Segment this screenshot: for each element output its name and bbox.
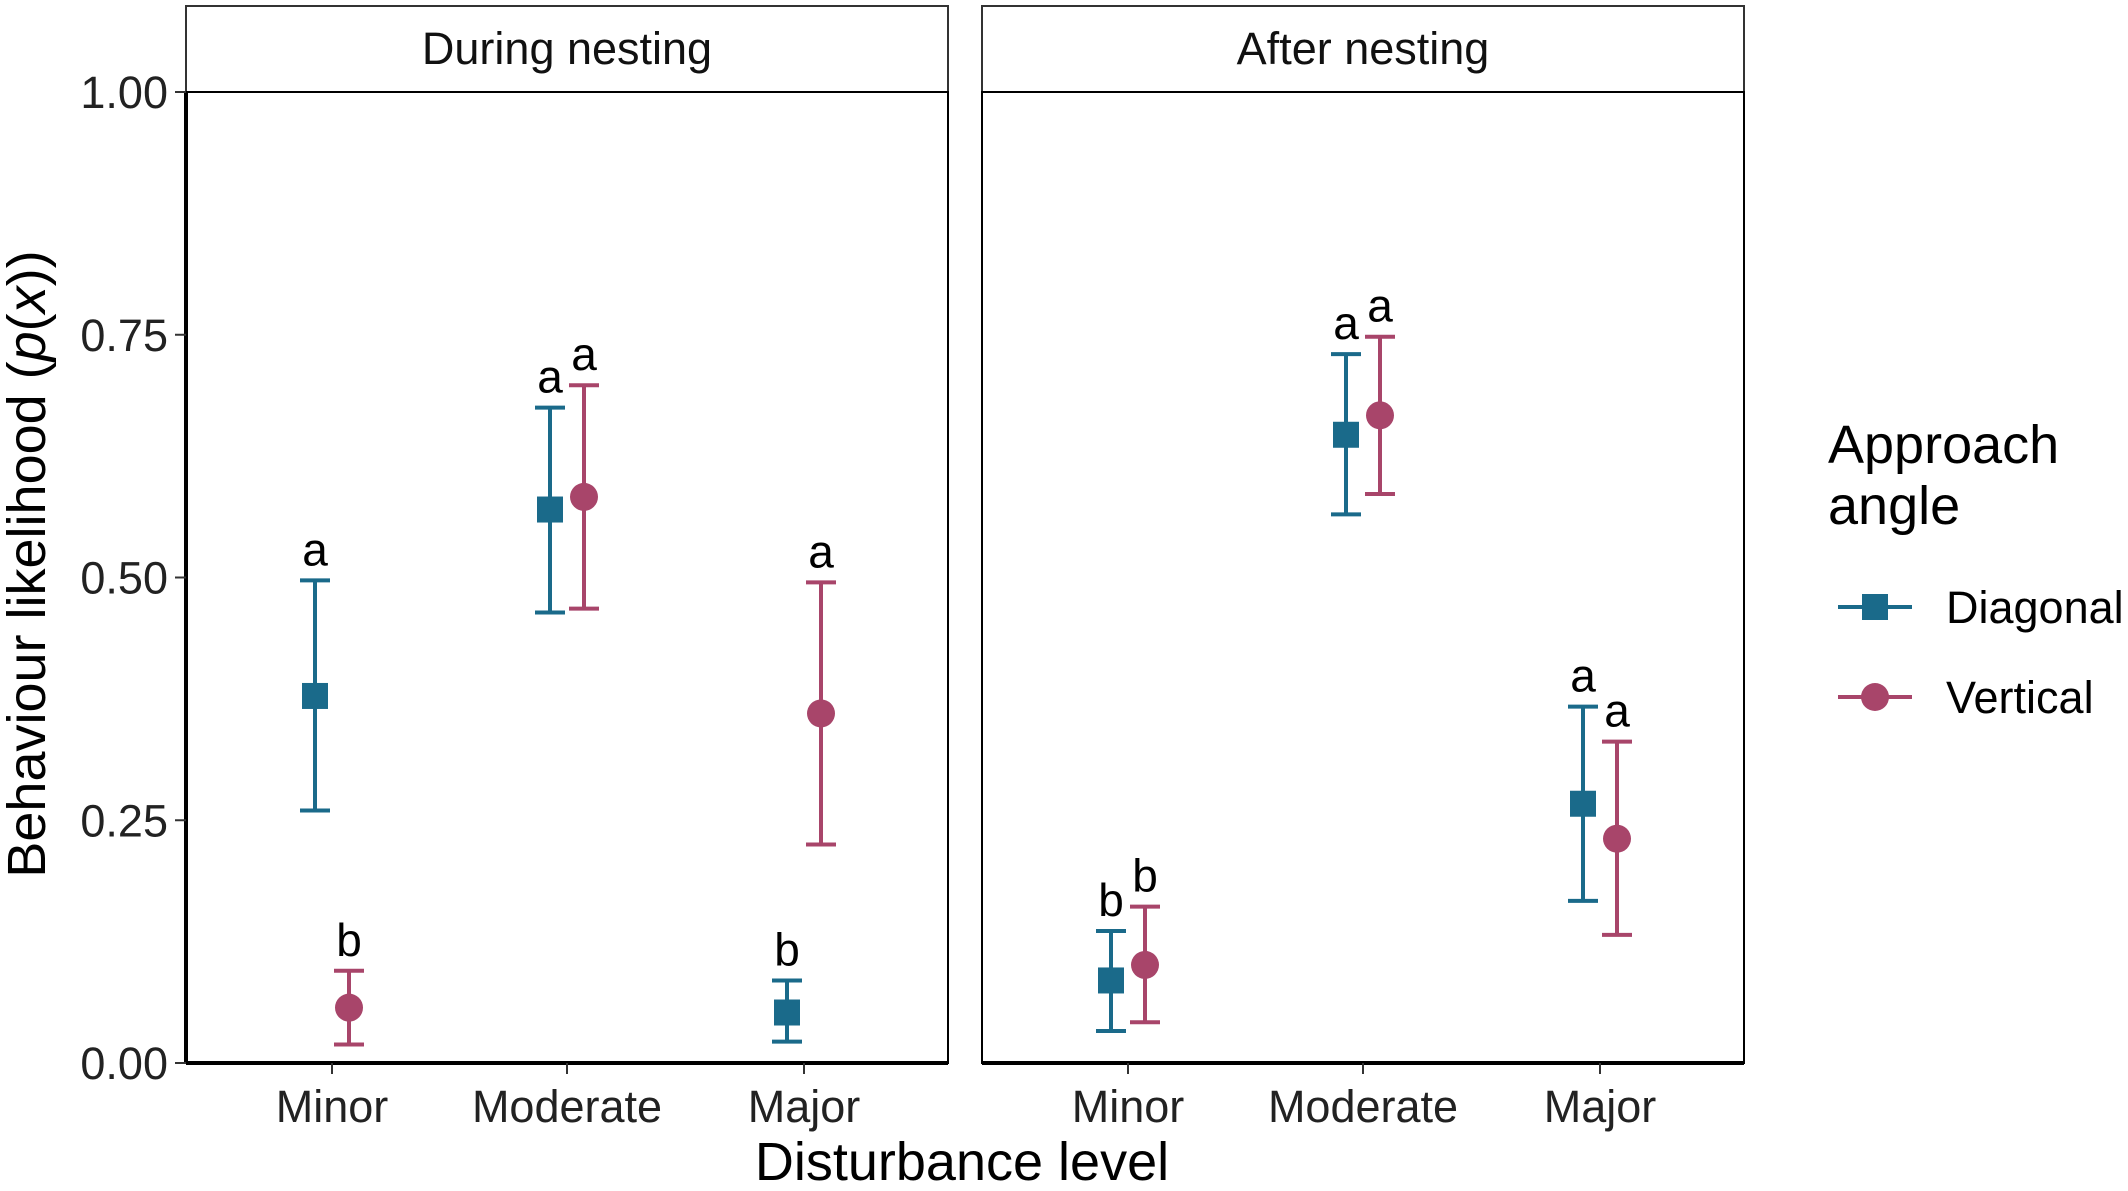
y-axis-title-prefix: Behaviour likelihood ( — [0, 361, 57, 877]
data-point-square — [1098, 967, 1124, 994]
facet-strip-label: During nesting — [422, 23, 712, 74]
y-axis-title-close: )) — [0, 250, 57, 286]
legend-label: Vertical — [1946, 672, 2094, 723]
significance-letter: a — [1333, 297, 1359, 349]
x-tick-label: Major — [748, 1081, 861, 1132]
significance-letter: b — [1098, 874, 1124, 926]
x-tick-label: Major — [1544, 1081, 1657, 1132]
significance-letter: a — [537, 351, 563, 403]
data-point-square — [1570, 790, 1596, 817]
legend-title-line2: angle — [1828, 476, 1960, 536]
series-diagonal: a a b — [300, 351, 802, 1044]
y-tick-label: 1.00 — [80, 67, 168, 118]
significance-letter: a — [1604, 685, 1630, 737]
x-tick-label: Moderate — [472, 1081, 662, 1132]
series-diagonal: b a a — [1096, 297, 1598, 1033]
x-tick-label: Moderate — [1268, 1081, 1458, 1132]
x-axis-title: Disturbance level — [755, 1132, 1169, 1191]
legend-entries: Diagonal Vertical — [1838, 582, 2124, 723]
data-point-circle — [1131, 950, 1159, 979]
panel-border — [981, 91, 1745, 1064]
y-axis-title-x: x — [0, 284, 57, 316]
data-point-circle — [807, 699, 835, 728]
x-axes: Minor Moderate Major Minor Moderate Major — [276, 1063, 1657, 1132]
significance-letter: a — [808, 525, 834, 577]
legend-entry-vertical: Vertical — [1838, 672, 2094, 723]
legend-title-line1: Approach — [1828, 415, 2059, 475]
data-point-circle — [1603, 824, 1631, 853]
y-axis-title: Behaviour likelihood (p(x)) — [0, 250, 57, 877]
facet-strip — [185, 5, 949, 93]
series-vertical: baa — [334, 328, 836, 1047]
legend-key-square — [1862, 594, 1888, 620]
y-tick-label: 0.25 — [80, 795, 168, 846]
facet-strip-label: After nesting — [1237, 23, 1490, 74]
y-axis: 0.00 0.25 0.50 0.75 1.00 — [80, 67, 188, 1089]
data-point-square — [537, 496, 563, 523]
y-axis-title-p: p — [0, 331, 57, 363]
facet-strip — [981, 5, 1745, 93]
significance-letter: a — [571, 328, 597, 380]
data-point-circle — [570, 482, 598, 511]
data-point-circle — [1366, 401, 1394, 430]
data-point-square — [774, 999, 800, 1026]
y-axis-title-open: ( — [0, 313, 57, 331]
legend-label: Diagonal — [1946, 582, 2124, 633]
y-tick-label: 0.50 — [80, 553, 168, 604]
legend-entry-diagonal: Diagonal — [1838, 582, 2124, 633]
significance-letter: b — [336, 914, 362, 966]
series-vertical: baa — [1130, 280, 1632, 1025]
data-point-square — [1333, 421, 1359, 448]
data-point-circle — [335, 993, 363, 1022]
x-tick-label: Minor — [276, 1081, 389, 1132]
significance-letter: a — [1367, 280, 1393, 332]
y-tick-label: 0.75 — [80, 310, 168, 361]
significance-letter: b — [774, 923, 800, 975]
data-point-square — [302, 682, 328, 709]
legend: Approach angle Diagonal Vertical — [1828, 415, 2124, 723]
y-tick-label: 0.00 — [80, 1038, 168, 1089]
significance-letter: b — [1132, 850, 1158, 902]
panel-border — [185, 91, 949, 1064]
significance-letter: a — [302, 523, 328, 575]
legend-key-circle — [1861, 683, 1889, 711]
x-tick-label: Minor — [1072, 1081, 1185, 1132]
significance-letter: a — [1570, 650, 1596, 702]
